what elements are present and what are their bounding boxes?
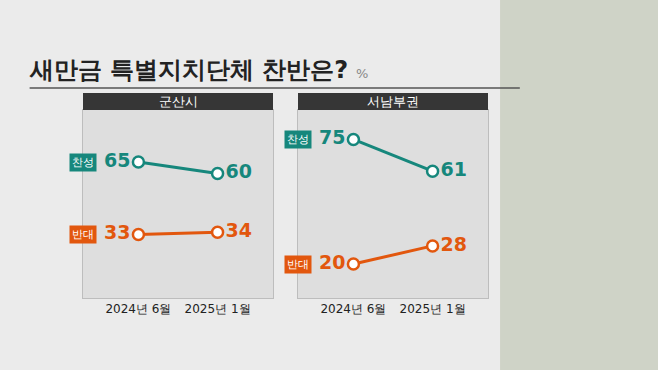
svg-text:반대: 반대 [287,258,309,271]
svg-text:찬성: 찬성 [72,156,94,169]
svg-text:군산시: 군산시 [159,94,198,109]
svg-text:새만금 특별지치단체 찬반은? %: 새만금 특별지치단체 찬반은? % [29,56,369,84]
svg-text:서남부권: 서남부권 [367,94,419,109]
svg-text:반대: 반대 [72,228,94,241]
svg-text:2025년 1월: 2025년 1월 [400,302,466,316]
svg-text:75: 75 [319,126,345,148]
svg-text:찬성: 찬성 [287,133,309,146]
svg-text:2025년 1월: 2025년 1월 [185,302,251,316]
svg-text:33: 33 [104,221,130,243]
svg-text:28: 28 [440,233,466,255]
svg-text:34: 34 [225,219,251,241]
svg-text:2024년 6월: 2024년 6월 [105,302,171,316]
svg-text:60: 60 [225,160,251,182]
svg-text:2024년 6월: 2024년 6월 [320,302,386,316]
svg-text:20: 20 [319,251,345,273]
svg-text:65: 65 [104,149,130,171]
svg-text:61: 61 [440,158,466,180]
